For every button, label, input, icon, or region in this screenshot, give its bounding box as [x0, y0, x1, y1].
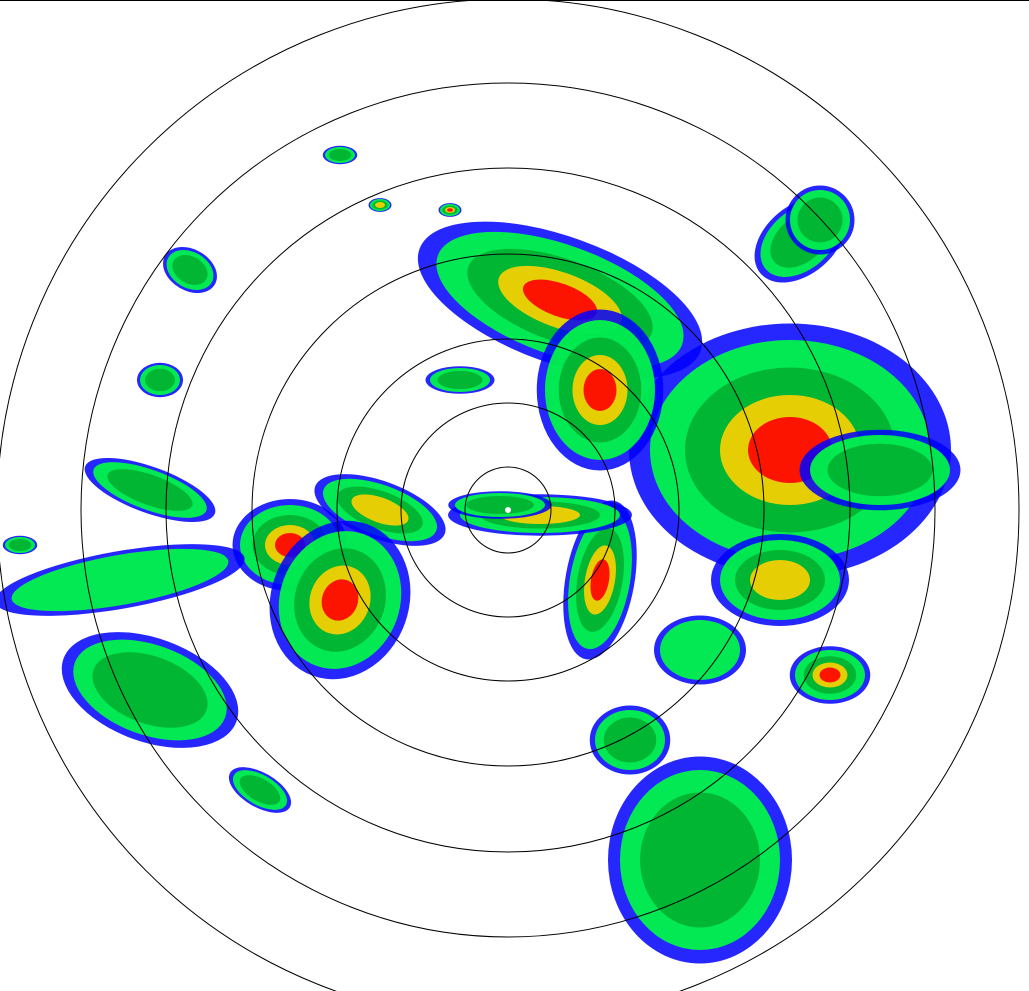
- radar-site-marker: [505, 507, 511, 513]
- range-ring-5: [165, 167, 851, 853]
- echo-cell-13-level-2: [92, 652, 208, 728]
- echo-cell-1-level-2: [827, 443, 933, 497]
- top-border: [0, 0, 1029, 1]
- echo-cell-3-level-3: [750, 560, 810, 600]
- echo-cell-18-level-2: [172, 255, 208, 285]
- echo-cell-19-level-2: [328, 149, 352, 161]
- echo-cell-9-level-2: [466, 496, 534, 514]
- echo-cell-27-level-2: [8, 539, 32, 551]
- echo-cell-12-level-4: [321, 579, 359, 621]
- echo-cell-17-level-2: [640, 792, 760, 928]
- echo-cell-20-level-4: [447, 208, 453, 212]
- echo-cell-10-level-3: [351, 494, 409, 526]
- range-ring-4: [251, 253, 765, 767]
- echo-cell-16-level-2: [603, 717, 657, 763]
- echo-cell-25-level-3: [375, 202, 385, 208]
- echo-cell-24-level-2: [437, 371, 483, 389]
- echo-cell-6-level-4: [583, 369, 617, 411]
- echo-cell-26-level-1: [660, 620, 740, 680]
- echo-cell-22-level-2: [145, 368, 175, 392]
- range-ring-6: [80, 82, 936, 938]
- range-ring-2: [400, 402, 616, 618]
- echo-cell-23-level-2: [239, 775, 281, 805]
- precipitation-echoes: [0, 145, 961, 964]
- range-ring-3: [336, 338, 680, 682]
- echo-cell-7-level-4: [590, 559, 610, 601]
- echo-cell-5-level-4: [522, 279, 598, 321]
- echo-cell-15-level-2: [107, 469, 193, 511]
- echo-cell-4-level-4: [819, 667, 841, 683]
- range-ring-1: [464, 466, 552, 554]
- echo-cell-14-level-1: [11, 548, 229, 612]
